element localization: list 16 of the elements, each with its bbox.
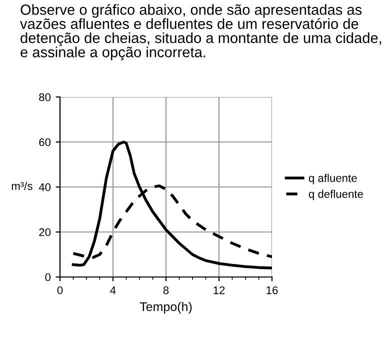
y-tick-label: 20	[39, 228, 51, 236]
y-tick-label: 40	[38, 183, 51, 192]
line-series	[72, 140, 272, 270]
x-tick-label: 12	[214, 286, 225, 294]
y-tick-label: 0	[45, 273, 51, 282]
x-tick-label: 16	[266, 286, 278, 294]
chart-title: Observe o gráfico abaixo, onde são apresentadas as vazões afluentes e defluentes de um reservatório de detenção de cheias, situado a montante de uma cidade, e assinale a opção incorreta.	[20, 4, 382, 60]
x-tick-label: 4	[110, 286, 116, 294]
legend-label: q afluente	[308, 174, 357, 184]
y-tick-label: 60	[39, 138, 51, 146]
x-tick-label: 0	[57, 286, 63, 294]
y-axis-title: m³/s	[12, 182, 32, 190]
y-tick-label: 80	[39, 93, 51, 102]
legend-label: q defluente	[308, 190, 363, 200]
x-axis-title: Tempo(h)	[140, 302, 192, 314]
x-tick-label: 8	[163, 286, 169, 294]
